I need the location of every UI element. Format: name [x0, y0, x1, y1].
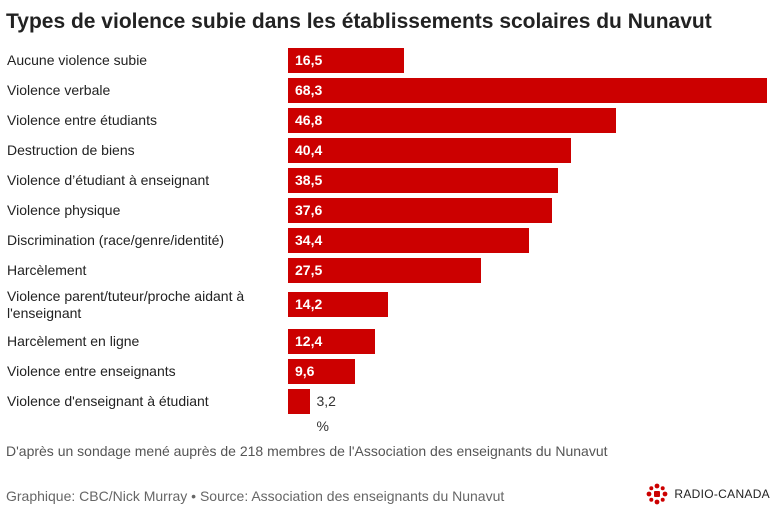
- bar: [288, 359, 356, 384]
- logo-text: RADIO-CANADA: [674, 487, 770, 501]
- category-label: Violence parent/tuteur/proche aidant à l…: [7, 288, 245, 321]
- bar: [288, 329, 375, 354]
- category-label: Harcèlement: [7, 262, 87, 278]
- source-credit: Graphique: CBC/Nick Murray • Source: Ass…: [6, 488, 505, 504]
- radio-canada-gem-icon: [646, 483, 668, 505]
- category-label: Violence d’étudiant à enseignant: [7, 172, 210, 188]
- bar: [288, 389, 311, 414]
- category-label: Harcèlement en ligne: [7, 333, 140, 349]
- bar: [288, 48, 404, 73]
- bar: [288, 78, 767, 103]
- category-label: Violence entre enseignants: [7, 363, 176, 379]
- bar: [288, 292, 388, 317]
- survey-note: D'après un sondage mené auprès de 218 me…: [6, 443, 608, 459]
- category-label: Violence physique: [7, 202, 121, 218]
- category-label: Violence d'enseignant à étudiant: [7, 393, 209, 409]
- bar: [288, 168, 558, 193]
- category-label: Aucune violence subie: [7, 52, 148, 68]
- bar: [288, 228, 530, 253]
- chart-title: Types de violence subie dans les établis…: [6, 10, 712, 33]
- category-label: Violence entre étudiants: [7, 112, 157, 128]
- radio-canada-logo: RADIO-CANADA: [646, 483, 770, 505]
- bar: [288, 198, 552, 223]
- bar: [288, 138, 572, 163]
- bar: [288, 258, 481, 283]
- category-label: Destruction de biens: [7, 142, 135, 158]
- data-label: 3,2 %: [316, 393, 336, 434]
- bar: [288, 108, 617, 133]
- category-label: Violence verbale: [7, 82, 111, 98]
- category-label: Discrimination (race/genre/identité): [7, 232, 225, 248]
